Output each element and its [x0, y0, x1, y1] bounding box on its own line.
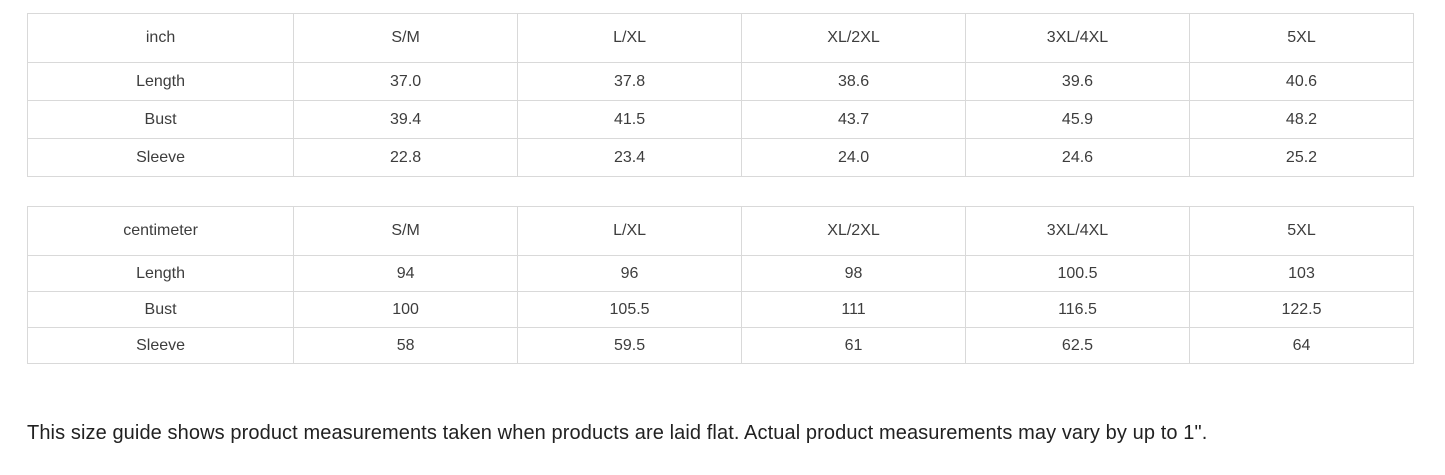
- value-cell: 58: [293, 327, 519, 364]
- size-header-cell: S/M: [293, 206, 519, 256]
- value-cell: 103: [1188, 255, 1415, 292]
- value-cell: 122.5: [1188, 291, 1415, 328]
- value-cell: 94: [293, 255, 519, 292]
- size-header-cell: S/M: [293, 13, 519, 63]
- size-header-cell: 5XL: [1188, 206, 1415, 256]
- row-label: Sleeve: [26, 327, 295, 364]
- value-cell: 45.9: [965, 100, 1190, 139]
- table-row: Length 94 96 98 100.5 103: [26, 255, 1415, 292]
- unit-header-cell: inch: [26, 13, 295, 63]
- size-header-cell: L/XL: [517, 206, 743, 256]
- value-cell: 111: [741, 291, 967, 328]
- table-row: Bust 100 105.5 111 116.5 122.5: [26, 291, 1415, 328]
- value-cell: 116.5: [965, 291, 1190, 328]
- size-header-cell: 5XL: [1188, 13, 1415, 63]
- size-header-cell: XL/2XL: [741, 206, 967, 256]
- value-cell: 48.2: [1188, 100, 1415, 139]
- value-cell: 39.4: [293, 100, 519, 139]
- table-row: Bust 39.4 41.5 43.7 45.9 48.2: [26, 100, 1415, 139]
- row-label: Sleeve: [26, 138, 295, 177]
- size-header-cell: 3XL/4XL: [965, 206, 1190, 256]
- value-cell: 22.8: [293, 138, 519, 177]
- size-header-cell: 3XL/4XL: [965, 13, 1190, 63]
- value-cell: 37.0: [293, 62, 519, 101]
- value-cell: 61: [741, 327, 967, 364]
- unit-header-cell: centimeter: [26, 206, 295, 256]
- size-header-cell: L/XL: [517, 13, 743, 63]
- value-cell: 23.4: [517, 138, 743, 177]
- row-label: Length: [26, 62, 295, 101]
- row-label: Length: [26, 255, 295, 292]
- row-label: Bust: [26, 291, 295, 328]
- value-cell: 105.5: [517, 291, 743, 328]
- value-cell: 40.6: [1188, 62, 1415, 101]
- table-header-row: centimeter S/M L/XL XL/2XL 3XL/4XL 5XL: [26, 206, 1415, 256]
- value-cell: 41.5: [517, 100, 743, 139]
- value-cell: 59.5: [517, 327, 743, 364]
- value-cell: 24.6: [965, 138, 1190, 177]
- table-row: Sleeve 58 59.5 61 62.5 64: [26, 327, 1415, 364]
- table-row: Length 37.0 37.8 38.6 39.6 40.6: [26, 62, 1415, 101]
- value-cell: 96: [517, 255, 743, 292]
- value-cell: 100.5: [965, 255, 1190, 292]
- value-cell: 62.5: [965, 327, 1190, 364]
- value-cell: 39.6: [965, 62, 1190, 101]
- size-guide-disclaimer: This size guide shows product measuremen…: [27, 422, 1208, 444]
- value-cell: 100: [293, 291, 519, 328]
- table-header-row: inch S/M L/XL XL/2XL 3XL/4XL 5XL: [26, 13, 1415, 63]
- value-cell: 43.7: [741, 100, 967, 139]
- value-cell: 24.0: [741, 138, 967, 177]
- value-cell: 64: [1188, 327, 1415, 364]
- value-cell: 38.6: [741, 62, 967, 101]
- table-gap: [27, 177, 1414, 206]
- value-cell: 37.8: [517, 62, 743, 101]
- size-header-cell: XL/2XL: [741, 13, 967, 63]
- size-table-inch: inch S/M L/XL XL/2XL 3XL/4XL 5XL Length …: [26, 13, 1415, 177]
- table-row: Sleeve 22.8 23.4 24.0 24.6 25.2: [26, 138, 1415, 177]
- size-table-centimeter: centimeter S/M L/XL XL/2XL 3XL/4XL 5XL L…: [26, 206, 1415, 364]
- value-cell: 98: [741, 255, 967, 292]
- row-label: Bust: [26, 100, 295, 139]
- value-cell: 25.2: [1188, 138, 1415, 177]
